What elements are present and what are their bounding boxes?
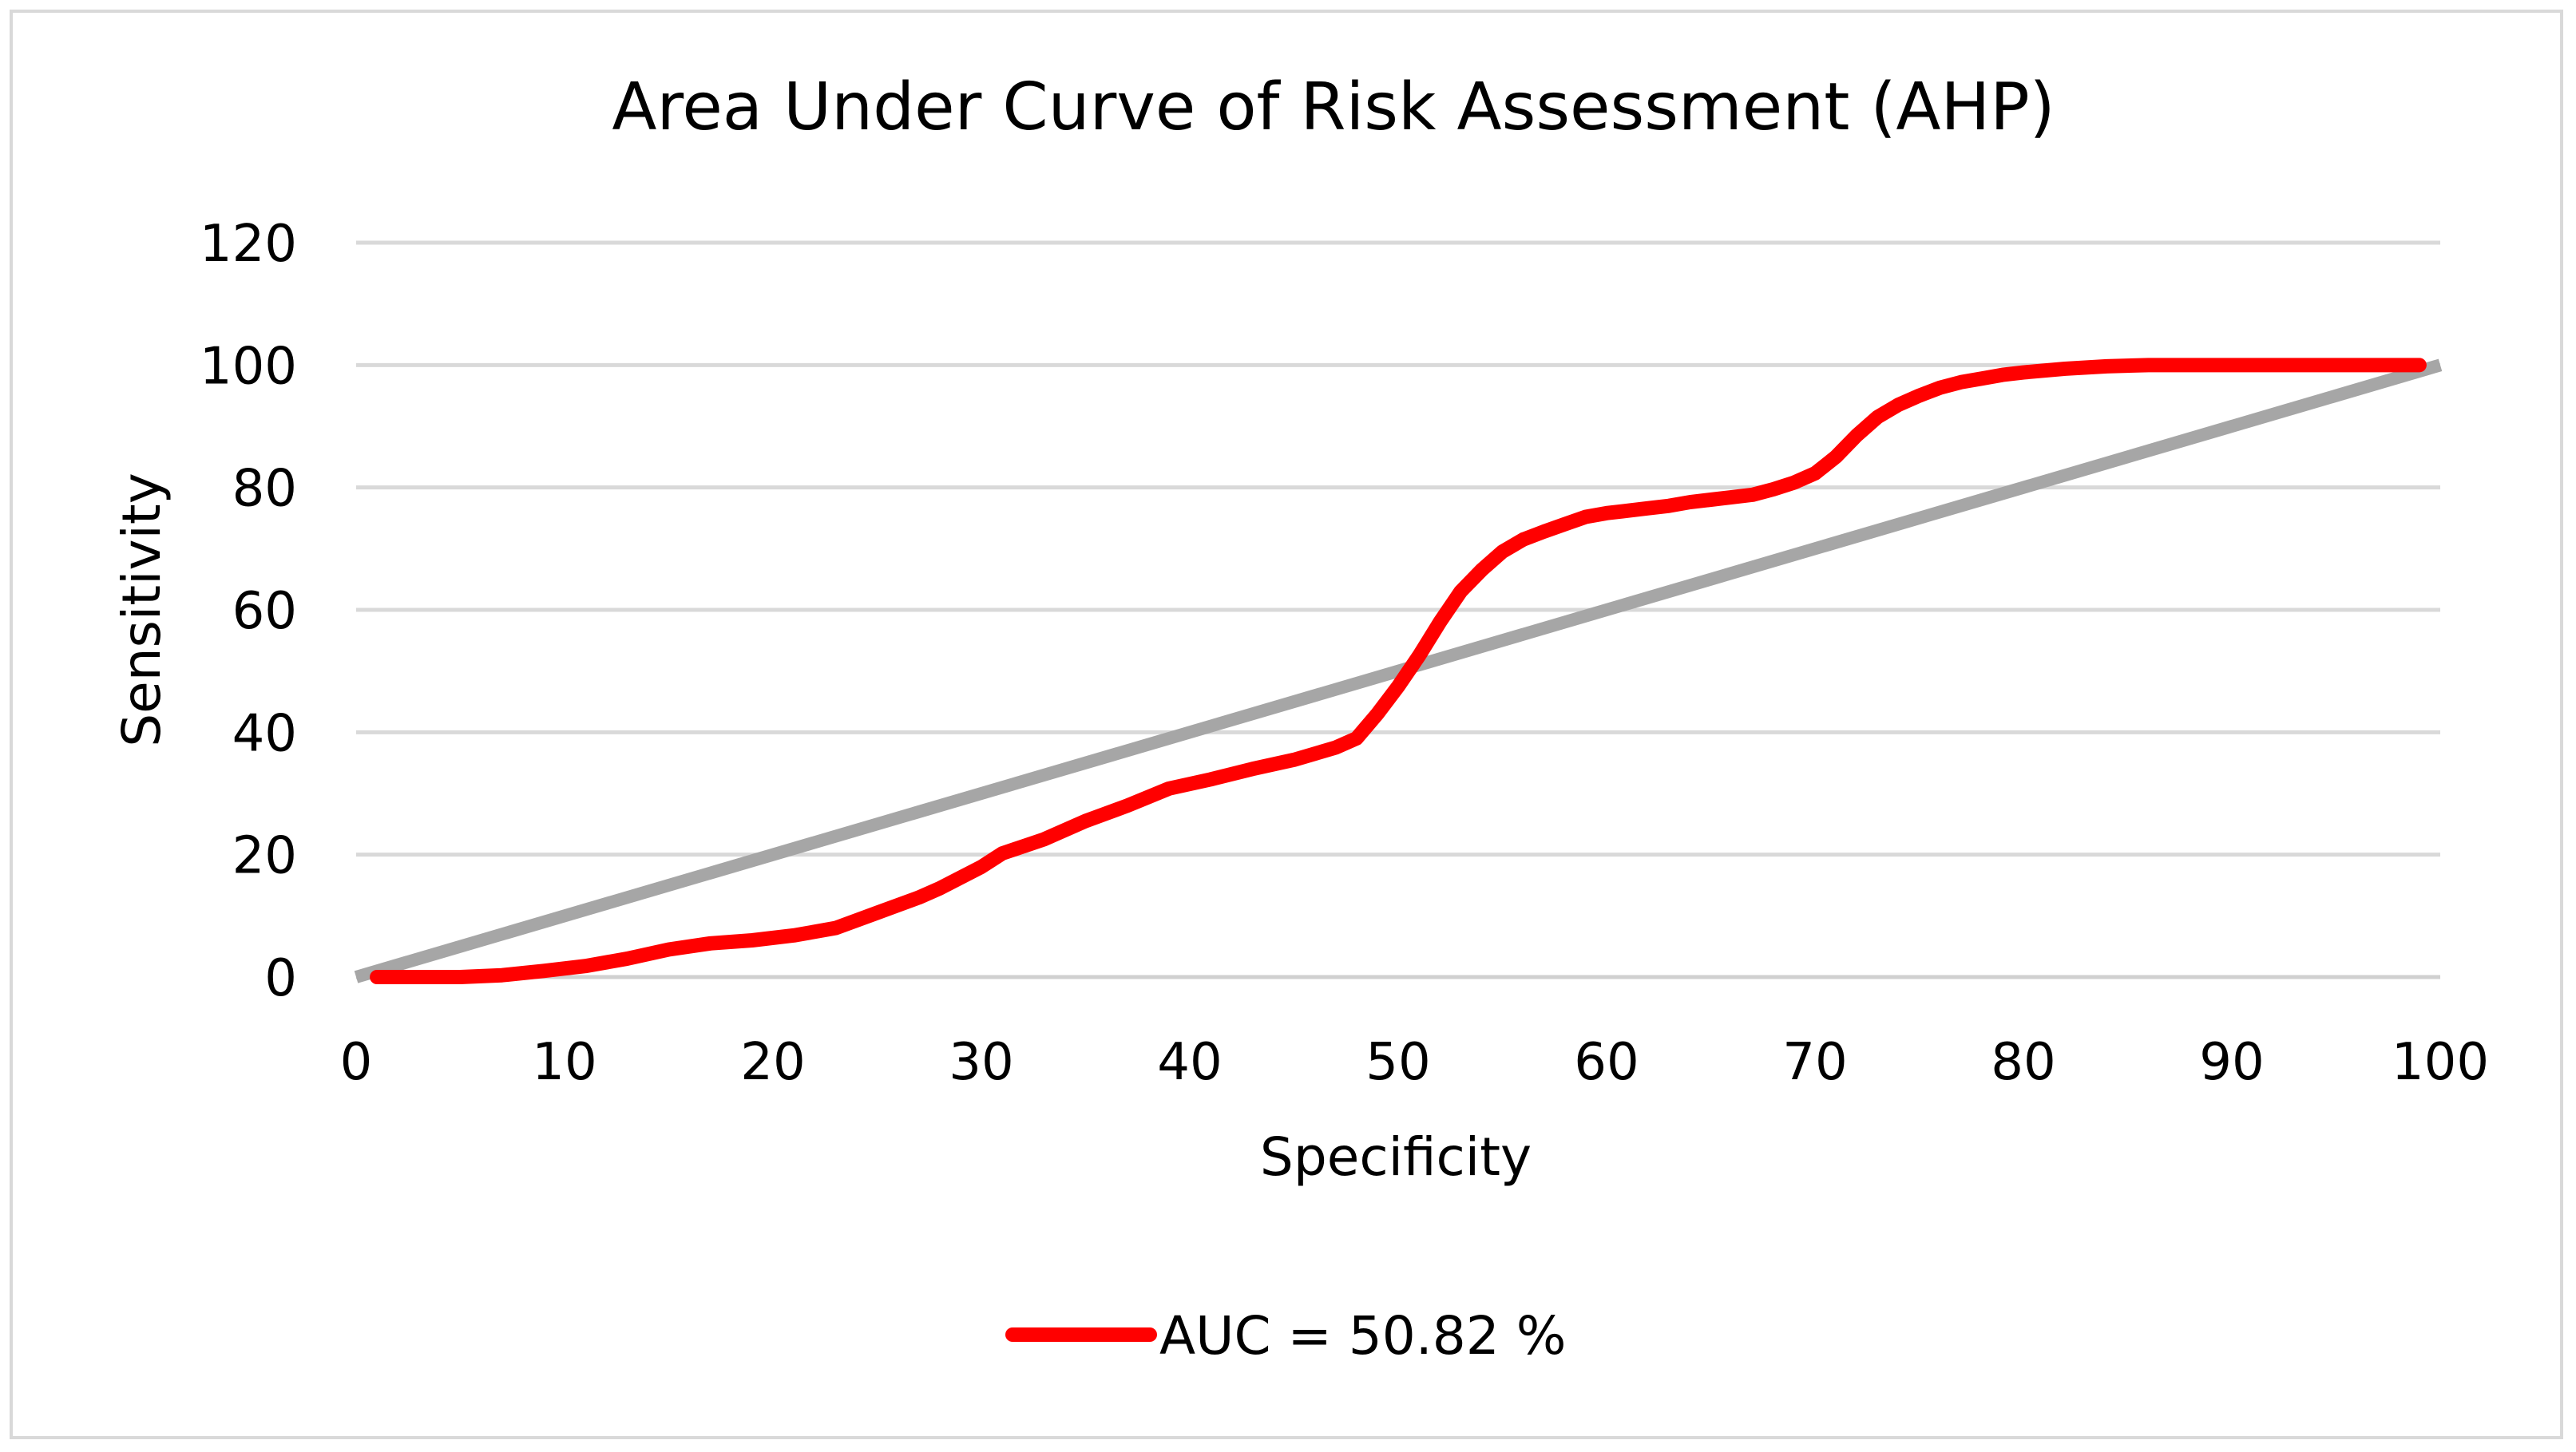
x-tick-label-20: 20 — [740, 1033, 805, 1092]
y-axis-ticks: 0 20 40 60 80 100 120 — [200, 215, 297, 1008]
x-tick-label-0: 0 — [340, 1033, 373, 1092]
y-tick-label-60: 60 — [232, 582, 297, 641]
legend-label-auc: AUC = 50.82 % — [1159, 1305, 1566, 1367]
x-tick-label-30: 30 — [949, 1033, 1013, 1092]
series-layer — [354, 358, 2443, 984]
x-tick-label-10: 10 — [532, 1033, 596, 1092]
y-tick-label-0: 0 — [264, 949, 297, 1008]
chart-frame — [10, 10, 2563, 1439]
x-tick-label-100: 100 — [2392, 1033, 2489, 1092]
x-tick-label-50: 50 — [1365, 1033, 1430, 1092]
series-line-auc — [370, 358, 2427, 984]
y-tick-label-20: 20 — [232, 827, 297, 886]
y-tick-label-40: 40 — [232, 704, 297, 763]
x-tick-label-60: 60 — [1574, 1033, 1639, 1092]
x-tick-label-80: 80 — [1991, 1033, 2055, 1092]
chart-title: Area Under Curve of Risk Assessment (AHP… — [612, 69, 2055, 145]
series-line-reference — [354, 358, 2443, 983]
gridlines — [356, 240, 2440, 979]
x-axis-ticks: 0 10 20 30 40 50 60 70 80 90 100 — [340, 1033, 2489, 1092]
y-tick-label-100: 100 — [200, 337, 297, 396]
y-axis-title: Sensitivity — [111, 473, 172, 747]
x-axis-title: Specificity — [1260, 1126, 1532, 1188]
x-tick-label-90: 90 — [2199, 1033, 2264, 1092]
x-tick-label-40: 40 — [1157, 1033, 1222, 1092]
y-tick-label-80: 80 — [232, 460, 297, 519]
y-tick-label-120: 120 — [200, 215, 297, 274]
x-tick-label-70: 70 — [1782, 1033, 1847, 1092]
legend: AUC = 50.82 % — [1005, 1305, 1566, 1367]
